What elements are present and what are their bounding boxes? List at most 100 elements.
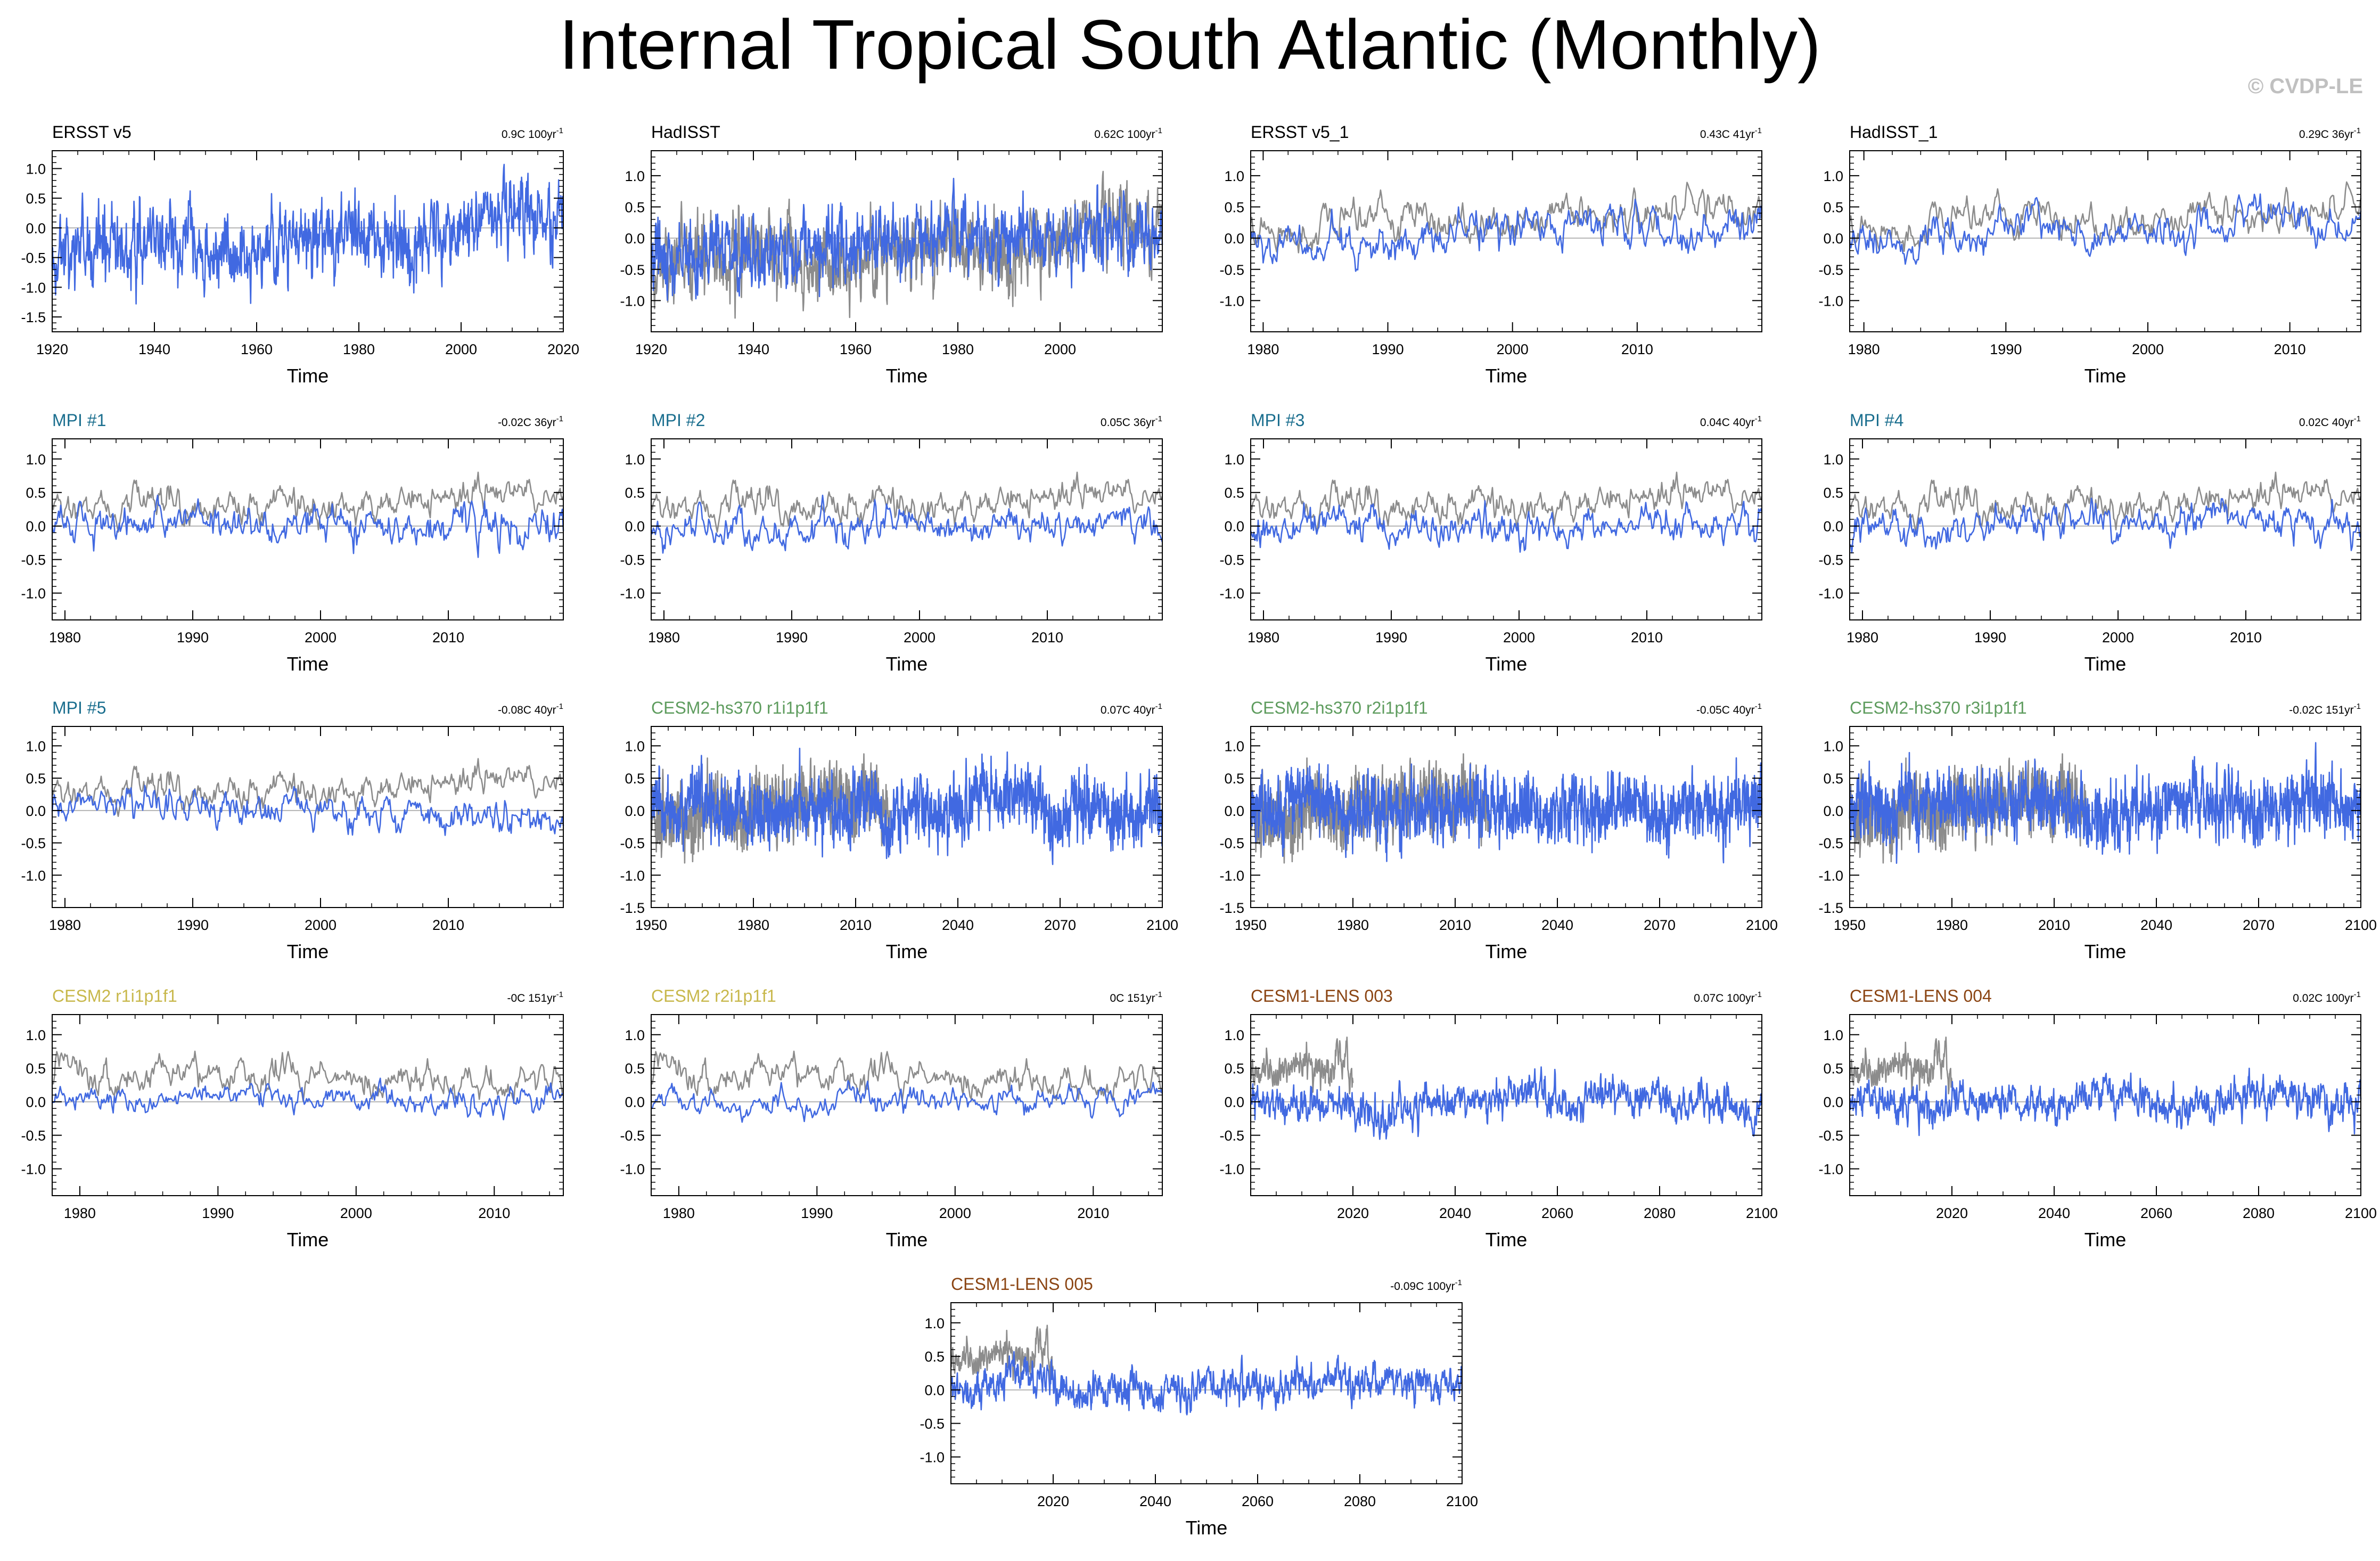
y-tick-label: 0.5: [1823, 200, 1843, 216]
y-tick-label: -0.5: [1818, 552, 1843, 568]
trend-label: -0C 151yr-1: [507, 990, 563, 1004]
y-tick-label: -0.5: [1818, 836, 1843, 852]
x-tick-label: 2010: [2274, 341, 2306, 357]
x-axis-title: Time: [1486, 653, 1528, 675]
series-line: [1250, 500, 1763, 553]
y-tick-label: 1.0: [1823, 1027, 1843, 1043]
y-tick-label: 1.0: [625, 452, 645, 468]
y-tick-label: -0.5: [1219, 552, 1244, 568]
x-tick-label: 2100: [1746, 917, 1778, 933]
x-tick-label: 1980: [49, 917, 81, 933]
trend-label: 0.9C 100yr-1: [502, 126, 563, 141]
trend-label: 0.05C 36yr-1: [1101, 414, 1162, 429]
trend-label: -0.02C 36yr-1: [498, 414, 563, 429]
y-tick-label: -0.5: [620, 836, 645, 852]
x-axis-title: Time: [1486, 941, 1528, 962]
x-tick-label: 1980: [1936, 917, 1968, 933]
y-tick-label: -1.0: [21, 1162, 46, 1178]
plot-frame: [1849, 150, 2361, 332]
x-tick-label: 2010: [1031, 630, 1063, 645]
x-tick-label: 2000: [1503, 630, 1535, 645]
y-tick-label: 1.0: [924, 1315, 945, 1331]
x-tick-label: 1980: [1846, 630, 1878, 645]
series-line: [1849, 471, 2362, 533]
x-tick-label: 2080: [1344, 1493, 1376, 1509]
y-tick-label: 0.0: [1224, 803, 1244, 819]
series-line: [1849, 497, 2362, 554]
x-tick-label: 1990: [1974, 630, 2006, 645]
series-line: [1250, 1066, 1763, 1140]
x-tick-label: 1990: [1990, 341, 2022, 357]
x-tick-label: 1920: [635, 341, 667, 357]
y-tick-label: -1.0: [620, 868, 645, 884]
y-tick-label: 1.0: [1224, 168, 1244, 184]
y-tick-label: 0.0: [924, 1383, 945, 1399]
x-tick-label: 2010: [432, 630, 464, 645]
x-tick-label: 2000: [2102, 630, 2134, 645]
x-axis-title: Time: [886, 653, 928, 675]
x-tick-label: 2000: [305, 917, 337, 933]
x-axis-title: Time: [2084, 1229, 2127, 1251]
x-tick-label: 1980: [648, 630, 680, 645]
chart-panel: 2020 2040 2060 2080 2100 1.0 0.5 0.0 -0.5 -1.0 Tim…: [1219, 986, 1778, 1251]
x-tick-label: 2000: [445, 341, 477, 357]
y-tick-label: -1.0: [620, 293, 645, 309]
trend-label: 0.62C 100yr-1: [1094, 126, 1162, 141]
x-tick-label: 1990: [202, 1205, 234, 1221]
x-tick-label: 2070: [1044, 917, 1076, 933]
x-tick-label: 1980: [64, 1205, 96, 1221]
x-tick-label: 1990: [177, 630, 209, 645]
x-axis-title: Time: [1186, 1517, 1228, 1539]
trend-label: -0.02C 151yr-1: [2289, 702, 2361, 716]
y-tick-label: 0.0: [26, 519, 46, 535]
x-tick-label: 2010: [2038, 917, 2070, 933]
x-tick-label: 2100: [2345, 1205, 2377, 1221]
chart-panel: 1980 1990 2000 2010 1.0 0.5 0.0 -0.5 -1.0 Time MPI…: [1818, 411, 2362, 675]
panel-title: CESM2 r2i1p1f1: [651, 986, 776, 1006]
y-tick-label: -1.0: [1818, 586, 1843, 602]
x-tick-label: 2010: [1621, 341, 1653, 357]
x-tick-label: 1940: [737, 341, 769, 357]
series-line: [1849, 193, 2362, 265]
x-tick-label: 2010: [478, 1205, 510, 1221]
y-tick-label: 0.0: [625, 231, 645, 247]
y-tick-label: 0.0: [1224, 519, 1244, 535]
y-tick-label: -0.5: [21, 836, 46, 852]
panel-title: CESM1-LENS 005: [951, 1274, 1093, 1294]
chart-panel: 1950 1980 2010 2040 2070 2100 1.0 0.5 0.0 -0.5 -1.…: [1219, 698, 1778, 962]
series-line: [1849, 1036, 1953, 1094]
y-tick-label: -0.5: [620, 1128, 645, 1144]
chart-panel: 1980 1990 2000 2010 1.0 0.5 0.0 -0.5 -1.0 Time MPI…: [21, 698, 564, 962]
x-axis-title: Time: [2084, 941, 2127, 962]
x-tick-label: 2020: [547, 341, 579, 357]
x-tick-label: 2040: [2038, 1205, 2070, 1221]
x-tick-label: 2000: [340, 1205, 372, 1221]
y-tick-label: 1.0: [26, 161, 46, 177]
x-tick-label: 1980: [49, 630, 81, 645]
series-line: [650, 177, 1163, 301]
y-tick-label: 0.5: [1823, 771, 1843, 787]
y-tick-label: -1.0: [620, 586, 645, 602]
x-tick-label: 2010: [1631, 630, 1663, 645]
x-axis-title: Time: [2084, 365, 2127, 387]
x-tick-label: 2100: [1746, 1205, 1778, 1221]
panel-title: MPI #4: [1850, 411, 1903, 430]
series-line: [950, 1351, 1463, 1416]
x-axis-title: Time: [287, 1229, 329, 1251]
trend-label: 0.02C 100yr-1: [2293, 990, 2361, 1004]
y-tick-label: 0.0: [1823, 519, 1843, 535]
y-tick-label: 1.0: [26, 738, 46, 754]
chart-panel: 1980 1990 2000 2010 1.0 0.5 0.0 -0.5 -1.0 Time CES…: [620, 986, 1163, 1251]
y-tick-label: -1.0: [21, 868, 46, 884]
y-tick-label: 0.5: [26, 191, 46, 207]
chart-panel: 1920 1940 1960 1980 2000 1.0 0.5 0.0 -0.5 -1.0 Tim…: [620, 122, 1163, 387]
y-tick-label: -0.5: [1219, 1128, 1244, 1144]
y-tick-label: -1.0: [1219, 586, 1244, 602]
x-tick-label: 2010: [1439, 917, 1471, 933]
y-tick-label: 0.0: [1224, 231, 1244, 247]
y-tick-label: -0.5: [1818, 1128, 1843, 1144]
y-tick-label: -1.0: [1219, 1162, 1244, 1178]
chart-panel: 2020 2040 2060 2080 2100 1.0 0.5 0.0 -0.5 -1.0 Tim…: [920, 1274, 1478, 1539]
panel-title: CESM2-hs370 r3i1p1f1: [1850, 698, 2027, 717]
panel-title: CESM2-hs370 r1i1p1f1: [651, 698, 828, 717]
